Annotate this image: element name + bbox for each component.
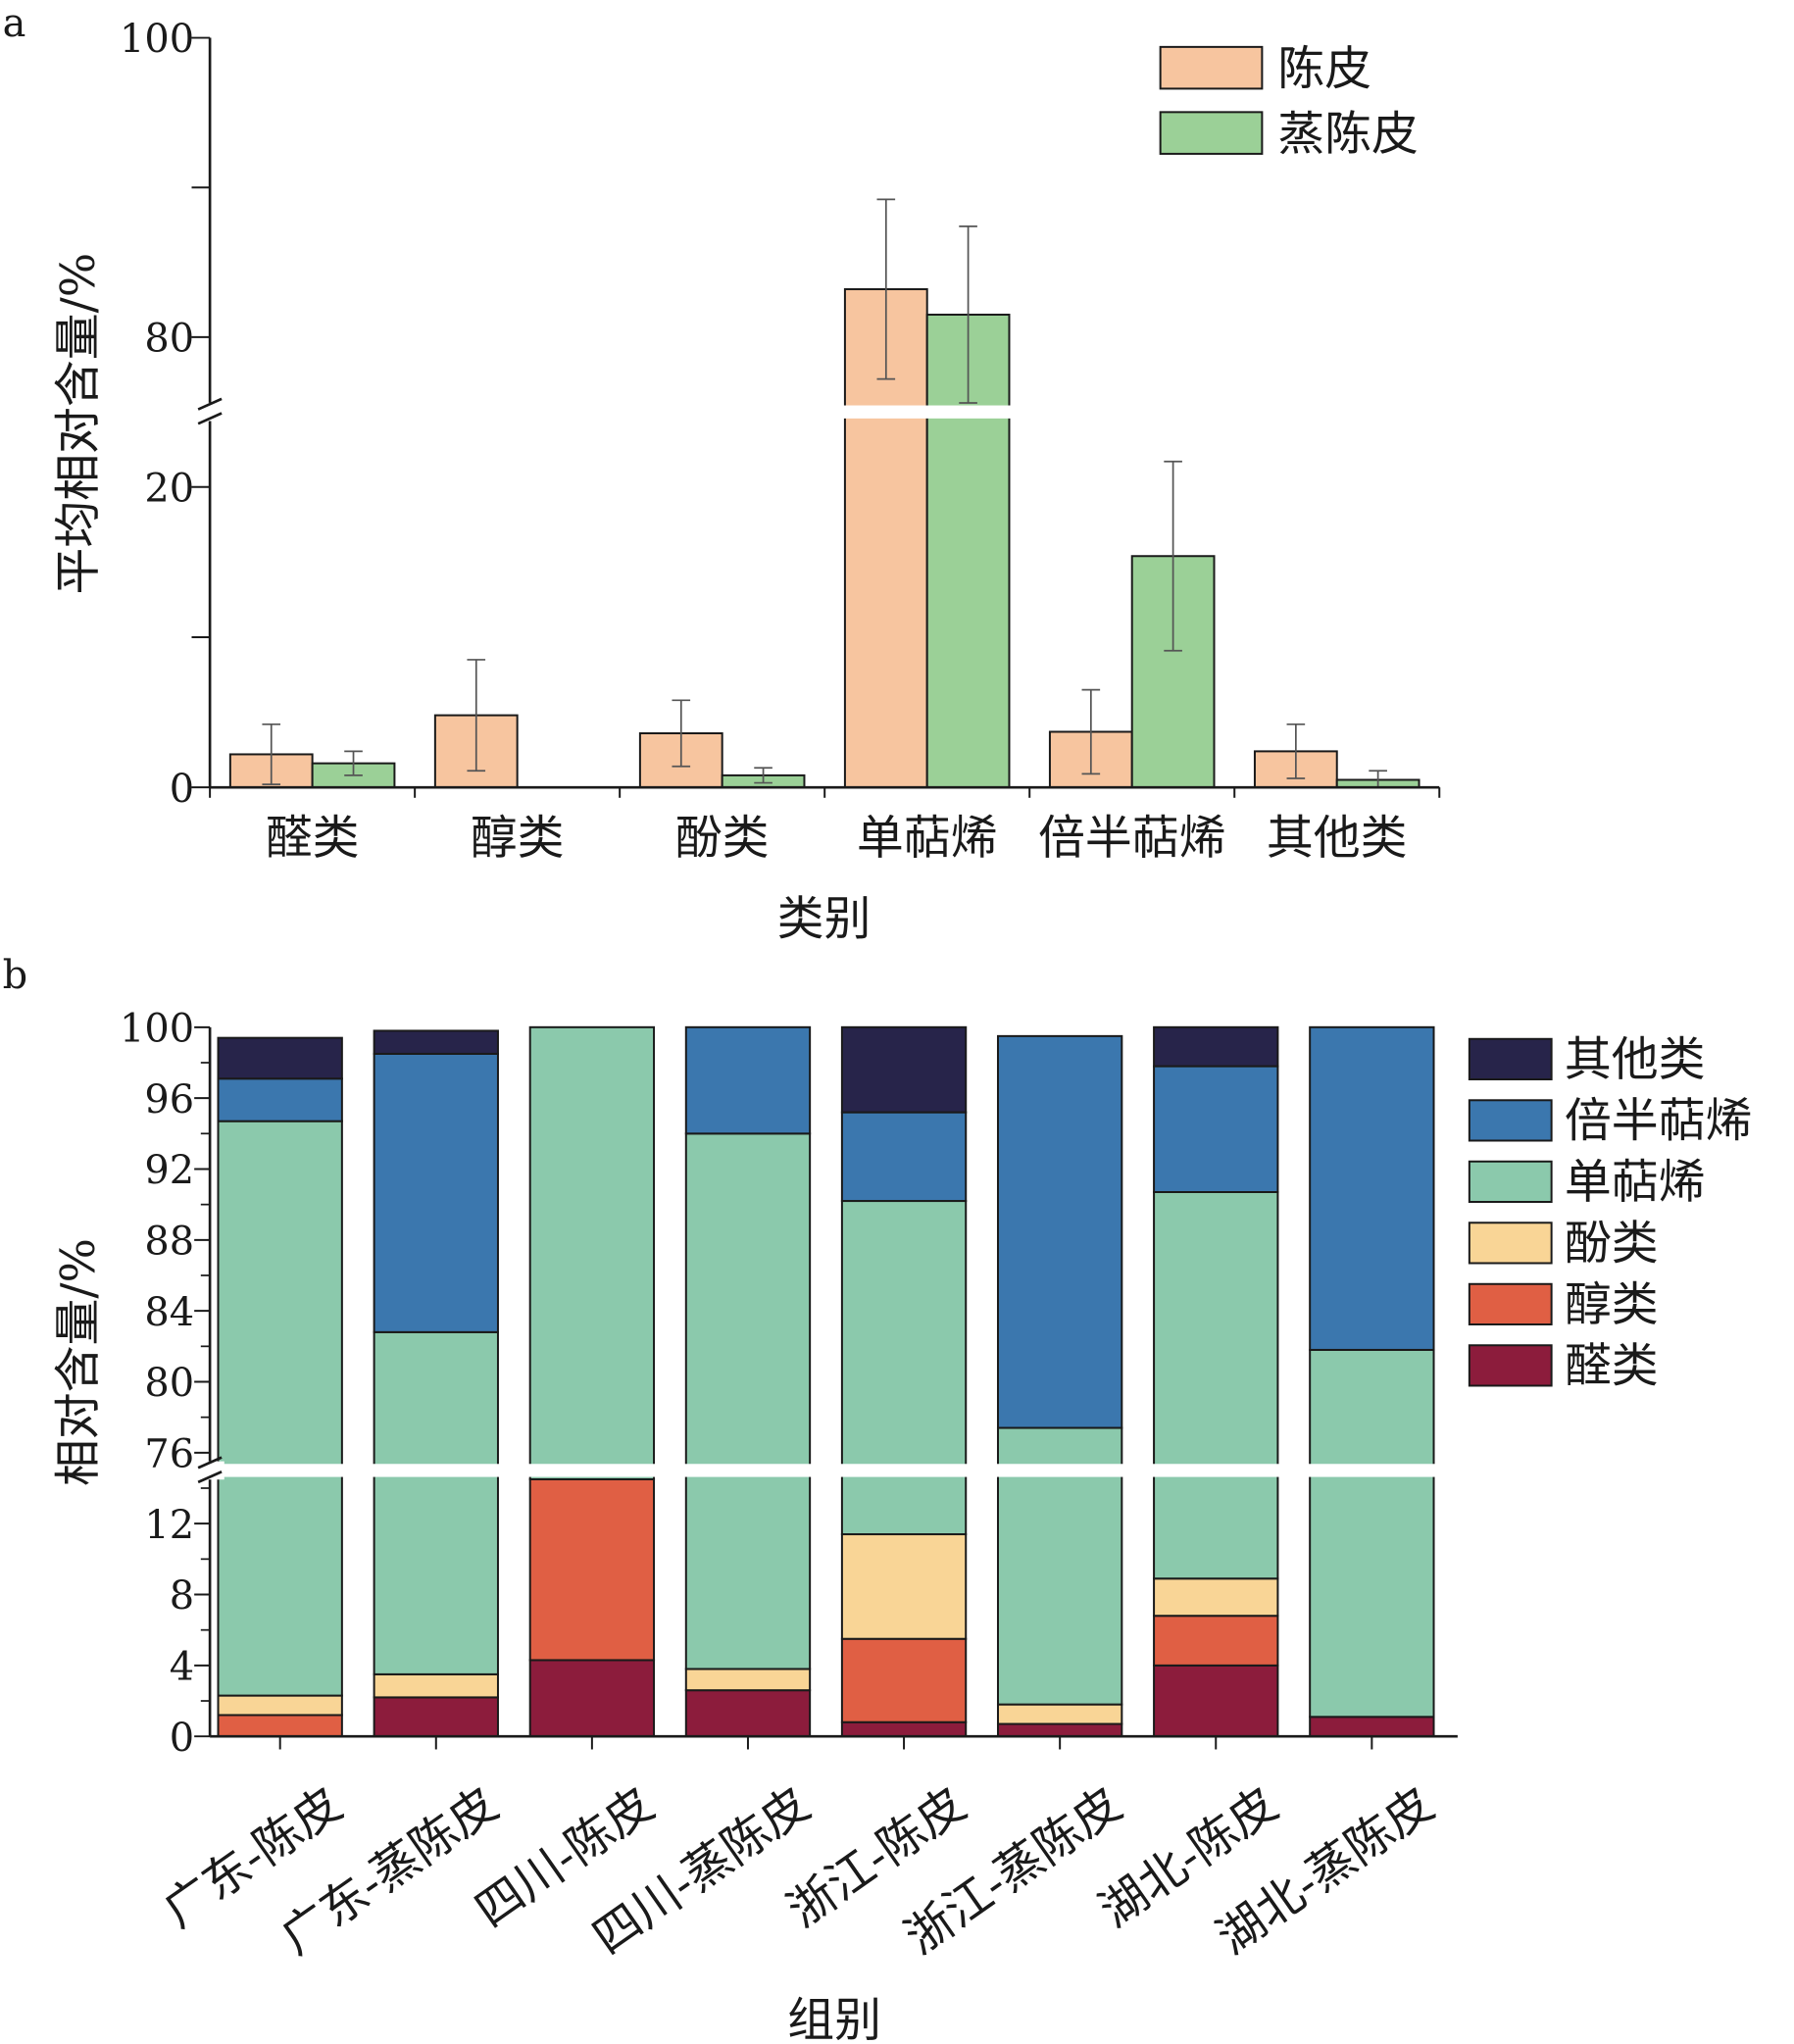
stack-其他类-湖北-陈皮 xyxy=(1153,1025,1279,1068)
x-category-label-倍半萜烯: 倍半萜烯 xyxy=(1038,812,1225,866)
y-tick-label-100: 100 xyxy=(120,17,194,62)
legend-swatch-醇类 xyxy=(1468,1282,1553,1325)
x-category-label-醛类: 醛类 xyxy=(266,812,360,866)
stack-单萜烯-四川-陈皮 xyxy=(528,1025,656,1480)
x-category-label-醇类: 醇类 xyxy=(471,812,565,866)
y-tick-label-96: 96 xyxy=(144,1077,194,1122)
stack-倍半萜烯-湖北-蒸陈皮 xyxy=(1309,1025,1435,1351)
legend-swatch-酚类 xyxy=(1468,1221,1553,1265)
panel-b-chart: b 相对含量/% 组别 04812768084889296100广东-陈皮广东-… xyxy=(3,953,1753,2044)
stack-倍半萜烯-浙江-蒸陈皮 xyxy=(996,1034,1123,1429)
axis-break-mark-top xyxy=(197,397,223,411)
legend-swatch-醛类 xyxy=(1468,1344,1553,1387)
stack-醛类-四川-蒸陈皮 xyxy=(684,1689,812,1738)
legend-swatch-单萜烯 xyxy=(1468,1160,1553,1203)
stack-醛类-浙江-蒸陈皮 xyxy=(996,1722,1123,1738)
panel-b-label: b xyxy=(3,953,28,998)
y-tick-label-8: 8 xyxy=(170,1573,194,1619)
panel-a-chart: a 平均相对含量/% 类别 0 20 80 100 醛类 醇类 酚类 单萜烯 倍半萜烯 其他类 陈皮… xyxy=(3,1,1441,946)
stack-单萜烯-湖北-蒸陈皮 xyxy=(1309,1348,1435,1719)
y-tick-label-12: 12 xyxy=(144,1503,194,1548)
stack-醛类-湖北-陈皮 xyxy=(1153,1664,1279,1738)
stack-倍半萜烯-四川-蒸陈皮 xyxy=(684,1025,812,1135)
panel-a-y-axis-title: 平均相对含量/% xyxy=(52,253,106,595)
stack-倍半萜烯-湖北-陈皮 xyxy=(1153,1065,1279,1193)
legend-label-酚类: 酚类 xyxy=(1565,1218,1659,1271)
legend-swatch-倍半萜烯 xyxy=(1468,1099,1553,1142)
y-tick-label-100: 100 xyxy=(120,1006,194,1051)
y-tick-label-80: 80 xyxy=(144,316,194,361)
axis-break-mark-bottom xyxy=(197,1471,223,1484)
stack-醛类-四川-陈皮 xyxy=(528,1659,656,1738)
stack-醛类-湖北-蒸陈皮 xyxy=(1309,1716,1435,1738)
legend-swatch-其他类 xyxy=(1468,1037,1553,1081)
panel-a-label: a xyxy=(3,1,26,46)
axis-break-gap xyxy=(212,1464,1458,1477)
stack-单萜烯-广东-陈皮 xyxy=(217,1120,343,1697)
y-tick-label-0: 0 xyxy=(170,767,194,812)
y-tick-label-84: 84 xyxy=(144,1290,194,1335)
legend-label-其他类: 其他类 xyxy=(1565,1033,1706,1087)
panel-a-x-axis-title: 类别 xyxy=(777,892,872,946)
axis-break-mark-bottom xyxy=(197,412,223,425)
stack-其他类-广东-蒸陈皮 xyxy=(373,1029,499,1055)
legend-label-陈皮: 陈皮 xyxy=(1277,42,1371,96)
x-category-label-其他类: 其他类 xyxy=(1267,812,1408,866)
stack-单萜烯-四川-蒸陈皮 xyxy=(684,1132,812,1670)
y-tick-label-20: 20 xyxy=(144,466,194,511)
stack-醇类-湖北-陈皮 xyxy=(1153,1615,1279,1667)
legend-label-单萜烯: 单萜烯 xyxy=(1565,1156,1706,1210)
stack-酚类-浙江-蒸陈皮 xyxy=(996,1703,1123,1725)
legend-label-倍半萜烯: 倍半萜烯 xyxy=(1565,1095,1752,1149)
legend-swatch-陈皮 xyxy=(1159,45,1264,90)
y-tick-label-92: 92 xyxy=(144,1148,194,1193)
axis-break-mark-top xyxy=(197,1456,223,1470)
stack-倍半萜烯-广东-陈皮 xyxy=(217,1077,343,1122)
stack-酚类-广东-陈皮 xyxy=(217,1694,343,1717)
stack-倍半萜烯-广东-蒸陈皮 xyxy=(373,1052,499,1333)
y-tick-label-4: 4 xyxy=(170,1644,194,1689)
panel-b-x-axis-title: 组别 xyxy=(787,1994,881,2044)
y-tick-label-80: 80 xyxy=(144,1361,194,1406)
y-tick-label-88: 88 xyxy=(144,1219,194,1264)
y-tick-label-0: 0 xyxy=(170,1716,194,1761)
stack-醇类-浙江-陈皮 xyxy=(840,1637,968,1723)
axis-break-gap xyxy=(212,405,1440,419)
stack-倍半萜烯-浙江-陈皮 xyxy=(840,1111,968,1203)
stack-醛类-浙江-陈皮 xyxy=(840,1720,968,1738)
x-category-label-酚类: 酚类 xyxy=(675,812,770,866)
stack-单萜烯-广东-蒸陈皮 xyxy=(373,1330,499,1675)
stack-酚类-浙江-陈皮 xyxy=(840,1533,968,1640)
stack-醛类-广东-蒸陈皮 xyxy=(373,1696,499,1738)
y-tick-label-76: 76 xyxy=(144,1431,194,1476)
stack-酚类-广东-蒸陈皮 xyxy=(373,1672,499,1699)
stack-其他类-广东-陈皮 xyxy=(217,1036,343,1080)
x-category-label-单萜烯: 单萜烯 xyxy=(857,812,998,866)
legend-label-醇类: 醇类 xyxy=(1565,1278,1659,1332)
stack-单萜烯-浙江-陈皮 xyxy=(840,1200,968,1536)
stack-醇类-四川-陈皮 xyxy=(528,1477,656,1662)
legend-label-蒸陈皮: 蒸陈皮 xyxy=(1277,108,1419,162)
panel-b-y-axis-title: 相对含量/% xyxy=(52,1238,106,1486)
panel-b-plot-area: 04812768084889296100广东-陈皮广东-蒸陈皮四川-陈皮四川-蒸… xyxy=(120,1006,1752,1965)
stack-酚类-湖北-陈皮 xyxy=(1153,1577,1279,1618)
stack-酚类-四川-蒸陈皮 xyxy=(684,1668,812,1692)
legend-label-醛类: 醛类 xyxy=(1565,1340,1659,1394)
stack-单萜烯-湖北-陈皮 xyxy=(1153,1191,1279,1580)
stack-醇类-广东-陈皮 xyxy=(217,1714,343,1738)
stack-其他类-浙江-陈皮 xyxy=(840,1025,968,1114)
legend-swatch-蒸陈皮 xyxy=(1159,111,1264,155)
